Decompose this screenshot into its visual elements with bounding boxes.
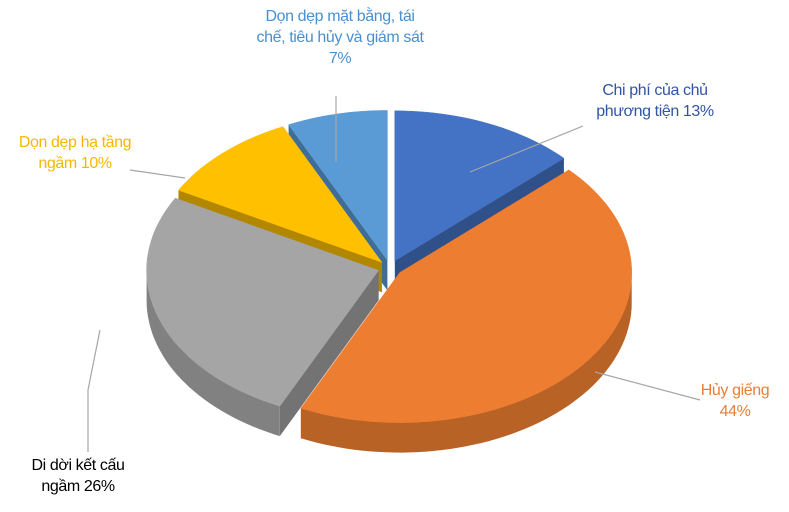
label-value: 13% — [682, 103, 714, 120]
data-label: Chi phí của chủ phương tiện 13% — [590, 80, 720, 122]
data-label: Dọn dẹp mặt bằng, tái chế, tiêu hủy và g… — [250, 6, 430, 69]
data-label: Hủy giếng 44% — [690, 380, 780, 422]
slice — [178, 126, 383, 263]
slice — [146, 197, 379, 407]
slice-group — [300, 169, 632, 453]
leader-line — [594, 371, 701, 401]
slice-group — [146, 197, 379, 437]
leader-line — [469, 125, 584, 173]
label-value: 26% — [83, 478, 115, 495]
label-value: 44% — [719, 403, 751, 420]
slice — [300, 169, 632, 423]
slice — [288, 110, 388, 262]
label-category: Hủy giếng — [700, 382, 770, 399]
slice-wall — [300, 272, 632, 453]
label-value: 7% — [328, 50, 352, 67]
slice-wall — [146, 270, 280, 437]
label-category: Chi phí của chủ phương tiện — [596, 82, 708, 120]
slice — [394, 110, 565, 262]
label-category: Dọn dẹp hạ tầng ngầm — [18, 134, 132, 172]
label-category: Di dời kết cấu ngầm — [31, 457, 125, 495]
data-label: Di dời kết cấu ngầm 26% — [18, 455, 138, 497]
label-category: Dọn dẹp mặt bằng, tái chế, tiêu hủy và g… — [256, 8, 424, 46]
data-label: Dọn dẹp hạ tầng ngầm 10% — [0, 132, 150, 174]
leader-line — [87, 329, 101, 452]
slice-side — [279, 270, 379, 437]
leader-line — [129, 169, 186, 179]
label-value: 10% — [80, 155, 112, 172]
